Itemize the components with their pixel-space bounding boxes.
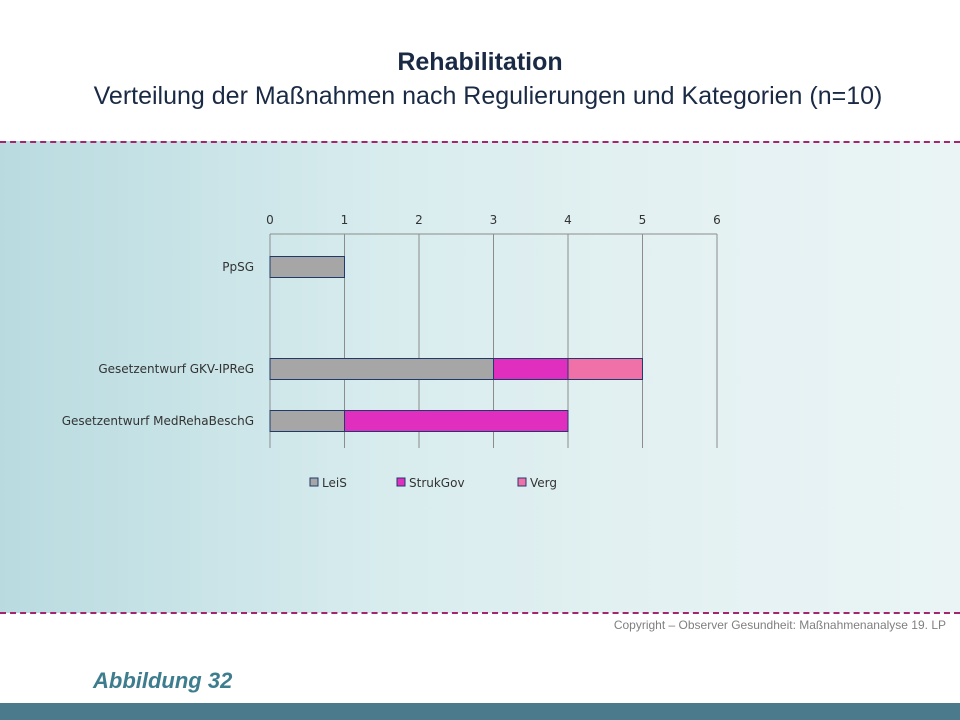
category-label: Gesetzentwurf MedRehaBeschG bbox=[62, 414, 254, 428]
x-tick-label: 2 bbox=[415, 213, 423, 227]
bar-segment-strukgov bbox=[493, 358, 569, 380]
category-label: Gesetzentwurf GKV-IPReG bbox=[98, 362, 254, 376]
bar-segment-leis bbox=[269, 256, 345, 278]
x-tick-label: 4 bbox=[564, 213, 572, 227]
legend-swatch bbox=[309, 477, 319, 487]
category-labels: PpSG Gesetzentwurf GKV-IPReG Gesetzentwurf… bbox=[62, 260, 254, 428]
bar-segment-strukgov bbox=[344, 410, 569, 432]
legend-swatch bbox=[396, 477, 406, 487]
figure-caption: Abbildung 32 bbox=[93, 668, 233, 693]
bar-segment-leis bbox=[269, 358, 494, 380]
x-tick-label: 1 bbox=[341, 213, 349, 227]
bottom-divider bbox=[0, 612, 960, 614]
x-tick-label: 6 bbox=[713, 213, 721, 227]
legend-label: StrukGov bbox=[409, 476, 465, 490]
category-label: PpSG bbox=[222, 260, 254, 274]
x-tick-labels: 0 1 2 3 4 5 6 bbox=[266, 213, 721, 227]
bars bbox=[269, 256, 643, 432]
legend-swatch bbox=[517, 477, 527, 487]
copyright-note: Copyright – Observer Gesundheit: Maßnahm… bbox=[613, 618, 946, 632]
chart-title: Rehabilitation bbox=[397, 48, 563, 76]
legend: LeiS StrukGov Verg bbox=[309, 476, 557, 490]
x-tick-label: 3 bbox=[490, 213, 498, 227]
top-divider bbox=[0, 141, 960, 143]
bar-segment-verg bbox=[567, 358, 643, 380]
footer-bar bbox=[0, 703, 960, 720]
bar-segment-leis bbox=[269, 410, 345, 432]
legend-label: LeiS bbox=[322, 476, 347, 490]
x-tick-label: 5 bbox=[639, 213, 647, 227]
chart-subtitle: Verteilung der Maßnahmen nach Regulierun… bbox=[93, 82, 883, 110]
legend-label: Verg bbox=[530, 476, 557, 490]
x-tick-label: 0 bbox=[266, 213, 274, 227]
